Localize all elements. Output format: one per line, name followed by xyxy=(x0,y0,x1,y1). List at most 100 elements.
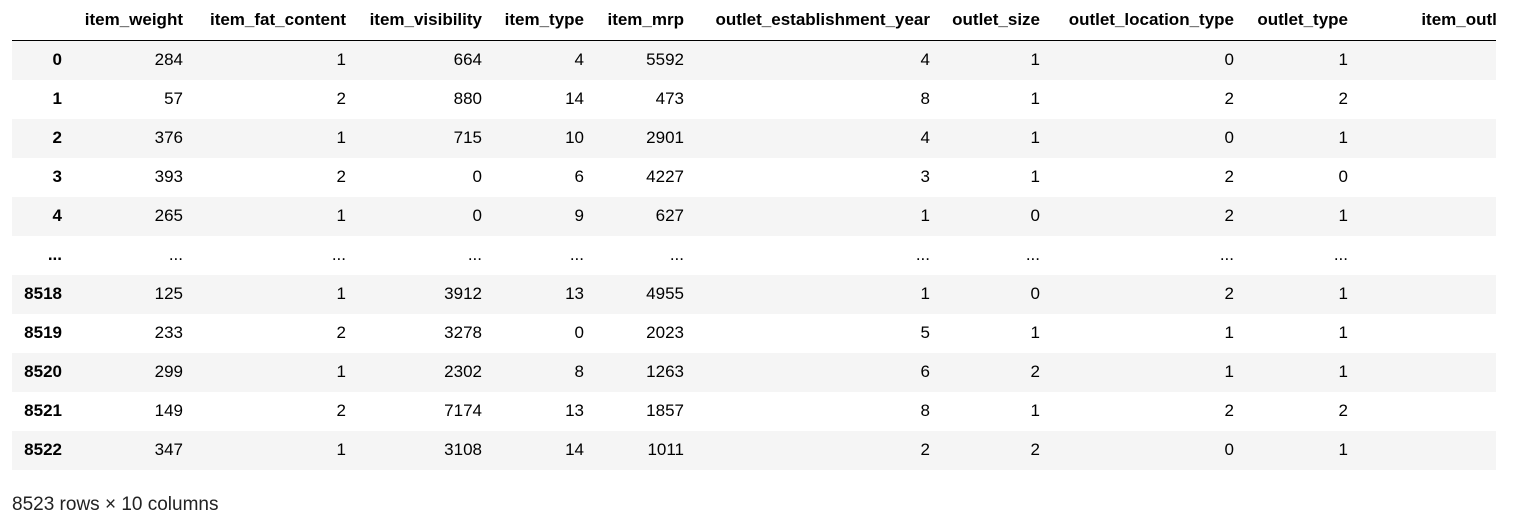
table-cell: 0 xyxy=(1224,128,1234,147)
table-cell: 1 xyxy=(1224,362,1234,381)
column-header-item-outlet-sales: item_outlet_sales xyxy=(1356,0,1496,41)
row-index-cell: ... xyxy=(47,245,62,264)
table-cell: 14 xyxy=(565,89,584,108)
table-cell: 284 xyxy=(154,50,183,70)
table-cell: 6 xyxy=(574,167,584,186)
table-cell: 2 xyxy=(1224,89,1234,108)
table-cell: 644 xyxy=(1356,431,1496,470)
row-index-cell: 3 xyxy=(52,167,62,186)
table-cell: 1 xyxy=(1338,128,1348,147)
table-cell: 0 xyxy=(1030,206,1040,225)
table-cell: ... xyxy=(168,245,183,264)
table-cell: 0 xyxy=(472,167,482,186)
notebook-output-area: item_weight item_fat_content item_visibi… xyxy=(12,0,1496,529)
table-cell: 3 xyxy=(920,167,930,186)
table-cell: 865 xyxy=(1356,197,1496,236)
column-header-outlet-establishment-year: outlet_establishment_year xyxy=(692,0,938,41)
table-cell: 2 xyxy=(1338,89,1348,108)
table-cell: 664 xyxy=(453,50,482,70)
table-cell: ... xyxy=(915,245,930,264)
table-cell: 8 xyxy=(920,401,930,420)
column-header-index xyxy=(12,0,70,41)
table-cell: 1 xyxy=(1338,206,1348,225)
table-cell: 1032 xyxy=(1356,353,1496,392)
row-index-cell: 0 xyxy=(52,50,62,70)
table-cell: 1 xyxy=(336,284,346,303)
table-cell: 125 xyxy=(154,284,183,303)
table-cell: 670 xyxy=(1356,158,1496,197)
table-cell: 2 xyxy=(336,401,346,420)
table-row: 8518 125 1 3912 13 4955 1 0 2 1 2052 xyxy=(12,274,1496,314)
table-cell: ... xyxy=(569,245,584,264)
row-index-cell: 1 xyxy=(52,89,62,108)
row-index-cell: 8519 xyxy=(24,323,62,342)
table-cell: 265 xyxy=(154,206,183,225)
table-cell: ... xyxy=(1025,245,1040,264)
table-cell: 13 xyxy=(565,401,584,420)
column-header-item-type: item_type xyxy=(490,0,592,41)
table-row: 1 57 2 880 14 473 8 1 2 2 422 xyxy=(12,79,1496,119)
table-cell: 14 xyxy=(565,440,584,459)
table-cell: 57 xyxy=(164,89,183,108)
row-index-cell: 8520 xyxy=(24,362,62,381)
table-cell: 1 xyxy=(1224,323,1234,342)
table-cell: 149 xyxy=(154,401,183,420)
table-row: 8520 299 1 2302 8 1263 6 2 1 1 1032 xyxy=(12,352,1496,392)
table-cell: 4955 xyxy=(646,284,684,303)
table-cell: 0 xyxy=(1030,284,1040,303)
column-header-outlet-location-type: outlet_location_type xyxy=(1048,0,1242,41)
row-index-cell: 8518 xyxy=(24,284,62,303)
column-header-item-mrp: item_mrp xyxy=(592,0,692,41)
table-row: 8521 149 2 7174 13 1857 8 1 2 2 1419 xyxy=(12,391,1496,431)
table-row: 8519 233 2 3278 0 2023 5 1 1 1 549 xyxy=(12,313,1496,353)
table-cell: 1 xyxy=(920,284,930,303)
table-cell: 2 xyxy=(336,167,346,186)
table-cell: 715 xyxy=(453,128,482,147)
row-index-cell: 8521 xyxy=(24,401,62,420)
table-cell: 2023 xyxy=(646,323,684,342)
table-cell: 1 xyxy=(1030,167,1040,186)
table-cell: 2 xyxy=(1224,167,1234,186)
table-cell: 1 xyxy=(336,50,346,70)
table-cell: 1 xyxy=(1030,50,1040,70)
table-cell: 9 xyxy=(574,206,584,225)
header-row: item_weight item_fat_content item_visibi… xyxy=(12,0,1496,41)
table-cell: 1 xyxy=(336,128,346,147)
table-cell: 2052 xyxy=(1356,275,1496,314)
table-cell: 4 xyxy=(920,128,930,147)
table-cell: 7174 xyxy=(444,401,482,420)
table-cell: 3278 xyxy=(444,323,482,342)
table-cell: 5592 xyxy=(646,50,684,70)
table-cell: 0 xyxy=(574,323,584,342)
table-cell: 2 xyxy=(1224,206,1234,225)
table-row: 0 284 1 664 4 5592 4 1 0 1 2540 xyxy=(12,40,1496,80)
table-cell: 1 xyxy=(336,206,346,225)
dataframe-scroll-container[interactable]: item_weight item_fat_content item_visibi… xyxy=(12,0,1496,474)
table-row: 8522 347 1 3108 14 1011 2 2 0 1 644 xyxy=(12,430,1496,470)
table-row: 3 393 2 0 6 4227 3 1 2 0 670 xyxy=(12,157,1496,197)
table-cell: 1639 xyxy=(1356,119,1496,158)
table-cell: 1 xyxy=(1030,323,1040,342)
table-cell: 2 xyxy=(920,440,930,459)
table-cell: 422 xyxy=(1356,80,1496,119)
table-cell: 1857 xyxy=(646,401,684,420)
column-header-item-fat-content: item_fat_content xyxy=(191,0,354,41)
table-cell: 8 xyxy=(920,89,930,108)
table-cell: 376 xyxy=(154,128,183,147)
table-row: 2376171510290141011639 xyxy=(12,118,1496,158)
table-cell: 3108 xyxy=(444,440,482,459)
table-cell: 2302 xyxy=(444,362,482,381)
table-body: 0284166445592410125401572880144738122422… xyxy=(12,40,1496,470)
table-cell: ... xyxy=(1333,245,1348,264)
table-cell: 393 xyxy=(154,167,183,186)
table-cell: 5 xyxy=(920,323,930,342)
table-cell: 1 xyxy=(1338,50,1348,70)
table-cell: 2 xyxy=(1030,440,1040,459)
row-index-cell: 8522 xyxy=(24,440,62,459)
table-cell: 2 xyxy=(1224,401,1234,420)
table-cell: 1 xyxy=(1030,401,1040,420)
table-cell: 549 xyxy=(1356,314,1496,353)
table-cell: 1 xyxy=(1338,284,1348,303)
row-index-cell: 4 xyxy=(52,206,62,225)
table-cell: 1 xyxy=(920,206,930,225)
